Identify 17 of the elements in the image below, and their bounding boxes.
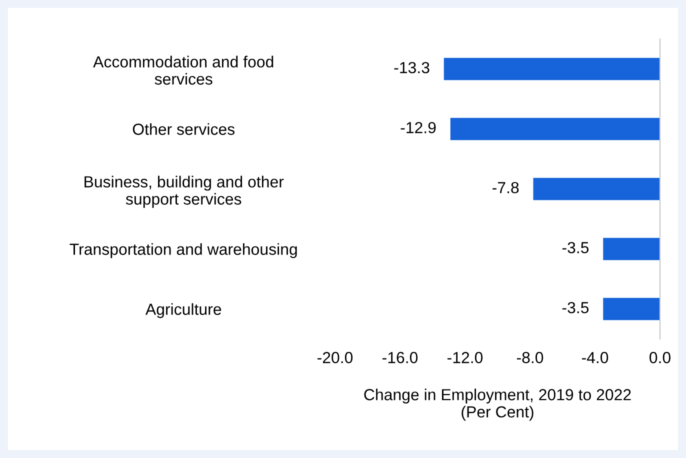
x-tick-label: -8.0 xyxy=(516,352,544,364)
x-axis-title: Change in Employment, 2019 to 2022 (Per Cent) xyxy=(364,388,631,421)
x-tick-label: 0.0 xyxy=(650,352,670,364)
data-label: -13.3 xyxy=(394,62,430,74)
x-tick-label: -16.0 xyxy=(382,352,418,364)
x-tick-label: -4.0 xyxy=(582,352,608,364)
y-tick-label: Business, building and other support services xyxy=(84,176,284,208)
y-tick-label: Accommodation and food services xyxy=(93,56,274,85)
y-tick-label: Agriculture xyxy=(145,303,222,318)
data-label: -7.8 xyxy=(492,182,519,194)
data-label: -3.5 xyxy=(562,302,589,314)
x-tick-label: -12.0 xyxy=(448,352,483,364)
y-tick-label: Other services xyxy=(132,123,235,135)
data-label: -3.5 xyxy=(562,242,589,254)
y-tick-label: Transportation and warehousing xyxy=(70,243,297,258)
data-label: -12.9 xyxy=(400,122,436,134)
x-tick-label: -20.0 xyxy=(318,352,353,364)
